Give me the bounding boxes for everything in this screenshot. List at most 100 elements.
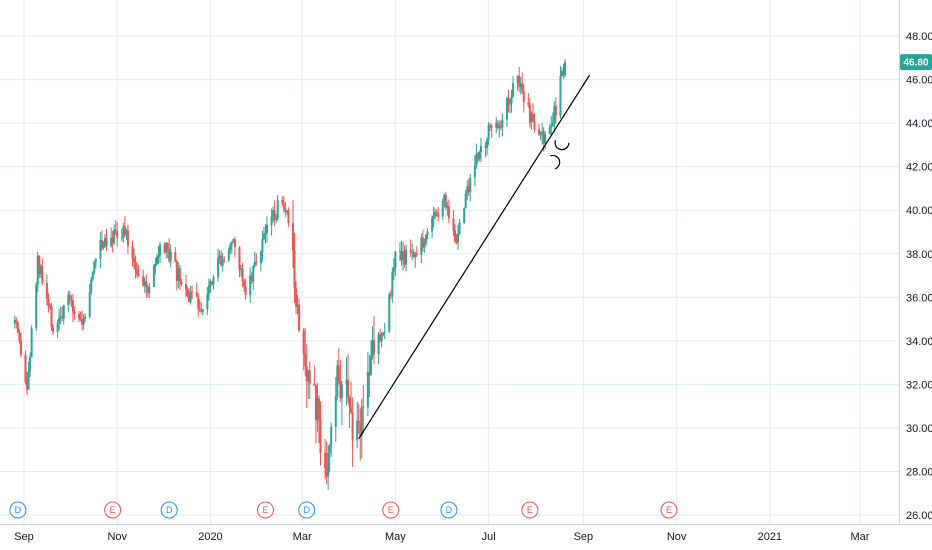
x-tick-label: 2020 bbox=[198, 531, 222, 543]
candle-body bbox=[510, 96, 513, 104]
candle-body bbox=[102, 243, 105, 249]
candle-body bbox=[136, 269, 139, 275]
candle-body bbox=[372, 340, 375, 355]
candle-body bbox=[282, 203, 285, 209]
candle-body bbox=[16, 322, 19, 333]
candle-body bbox=[542, 131, 545, 144]
candle-body bbox=[249, 275, 252, 296]
candle-body bbox=[244, 286, 247, 296]
y-tick-label: 30.00 bbox=[906, 423, 932, 435]
candle-body bbox=[157, 255, 160, 258]
candle-body bbox=[195, 292, 198, 297]
candle-body bbox=[551, 123, 554, 126]
candle-body bbox=[143, 281, 146, 286]
dividend-marker-label: D bbox=[446, 505, 453, 515]
candle-body bbox=[186, 289, 189, 296]
candle-body bbox=[362, 406, 365, 408]
candle-body bbox=[253, 261, 256, 267]
candle-body bbox=[79, 318, 82, 320]
candle-body bbox=[232, 239, 235, 243]
candle-body bbox=[357, 420, 360, 424]
candle-body bbox=[307, 370, 310, 382]
candle-body bbox=[217, 258, 220, 278]
candle-body bbox=[325, 468, 328, 477]
x-tick-label: Mar bbox=[293, 531, 312, 543]
last-price-tag: 46.80 bbox=[900, 54, 932, 71]
candle-body bbox=[507, 98, 510, 105]
candle-body bbox=[423, 243, 426, 248]
candle-body bbox=[47, 298, 50, 306]
candle-body bbox=[41, 266, 44, 283]
candle-body bbox=[434, 212, 437, 216]
drawings[interactable] bbox=[358, 74, 590, 440]
y-tick-label: 40.00 bbox=[906, 205, 932, 217]
arc-drawing bbox=[554, 140, 570, 151]
candle-body bbox=[84, 316, 87, 319]
candle-body bbox=[466, 186, 469, 194]
candle-body bbox=[394, 251, 397, 268]
candle-body bbox=[369, 356, 372, 376]
candle-body bbox=[539, 134, 542, 136]
candle-body bbox=[125, 230, 128, 235]
candle-body bbox=[560, 70, 563, 77]
candle-body bbox=[324, 452, 327, 469]
candle-body bbox=[230, 242, 233, 245]
y-tick-label: 46.00 bbox=[906, 75, 932, 87]
candle-body bbox=[188, 295, 191, 303]
candle-body bbox=[166, 242, 169, 249]
candle-body bbox=[209, 281, 212, 285]
candle-body bbox=[453, 230, 456, 242]
candle-body bbox=[409, 249, 412, 253]
candle-body bbox=[50, 306, 53, 328]
candle-body bbox=[116, 231, 119, 238]
earnings-marker bbox=[660, 501, 678, 519]
candle-body bbox=[530, 113, 533, 123]
candle-body bbox=[71, 300, 74, 312]
candle-body bbox=[62, 304, 65, 319]
candle-body bbox=[281, 199, 284, 204]
candle-body bbox=[200, 310, 203, 312]
candle-body bbox=[81, 319, 84, 325]
y-tick-label: 36.00 bbox=[906, 292, 932, 304]
candle-body bbox=[296, 304, 299, 307]
candle-body bbox=[553, 106, 556, 124]
candle-body bbox=[371, 340, 374, 357]
y-tick-label: 42.00 bbox=[906, 162, 932, 174]
candle-body bbox=[206, 293, 209, 310]
candle-body bbox=[39, 266, 42, 275]
candle-body bbox=[201, 309, 204, 312]
candle-body bbox=[446, 206, 449, 208]
candle-body bbox=[133, 258, 136, 263]
candle-body bbox=[550, 125, 553, 128]
candle-body bbox=[359, 423, 362, 437]
candle-body bbox=[210, 281, 213, 285]
candle-body bbox=[67, 294, 70, 305]
y-tick-label: 26.00 bbox=[906, 510, 932, 522]
candle-body bbox=[351, 412, 354, 441]
time-axis[interactable]: Sep Nov 2020 Mar May Jul Sep Nov 2021 Mar bbox=[14, 531, 870, 543]
earnings-marker-label: E bbox=[388, 505, 394, 515]
candle-body bbox=[227, 250, 230, 261]
candle-body bbox=[562, 70, 565, 76]
candle-body bbox=[168, 248, 171, 262]
candle-body bbox=[489, 124, 492, 127]
candle-body bbox=[273, 210, 276, 221]
candle-body bbox=[169, 251, 172, 262]
candle-body bbox=[264, 232, 267, 234]
candle-body bbox=[94, 258, 97, 262]
candle-body bbox=[463, 208, 466, 223]
price-axis[interactable]: 26.00 28.00 30.00 32.00 34.00 36.00 38.00 40.00… bbox=[906, 31, 932, 522]
dividend-marker bbox=[160, 501, 178, 519]
candle-body bbox=[18, 332, 21, 341]
candle-body bbox=[229, 244, 232, 251]
candle-body bbox=[191, 291, 194, 293]
candle-body bbox=[221, 259, 224, 266]
candle-body bbox=[505, 98, 508, 120]
candle-body bbox=[142, 275, 145, 286]
candle-body bbox=[496, 123, 499, 128]
candle-body bbox=[366, 371, 369, 408]
candle-body bbox=[564, 62, 567, 76]
candle-body bbox=[308, 370, 311, 384]
